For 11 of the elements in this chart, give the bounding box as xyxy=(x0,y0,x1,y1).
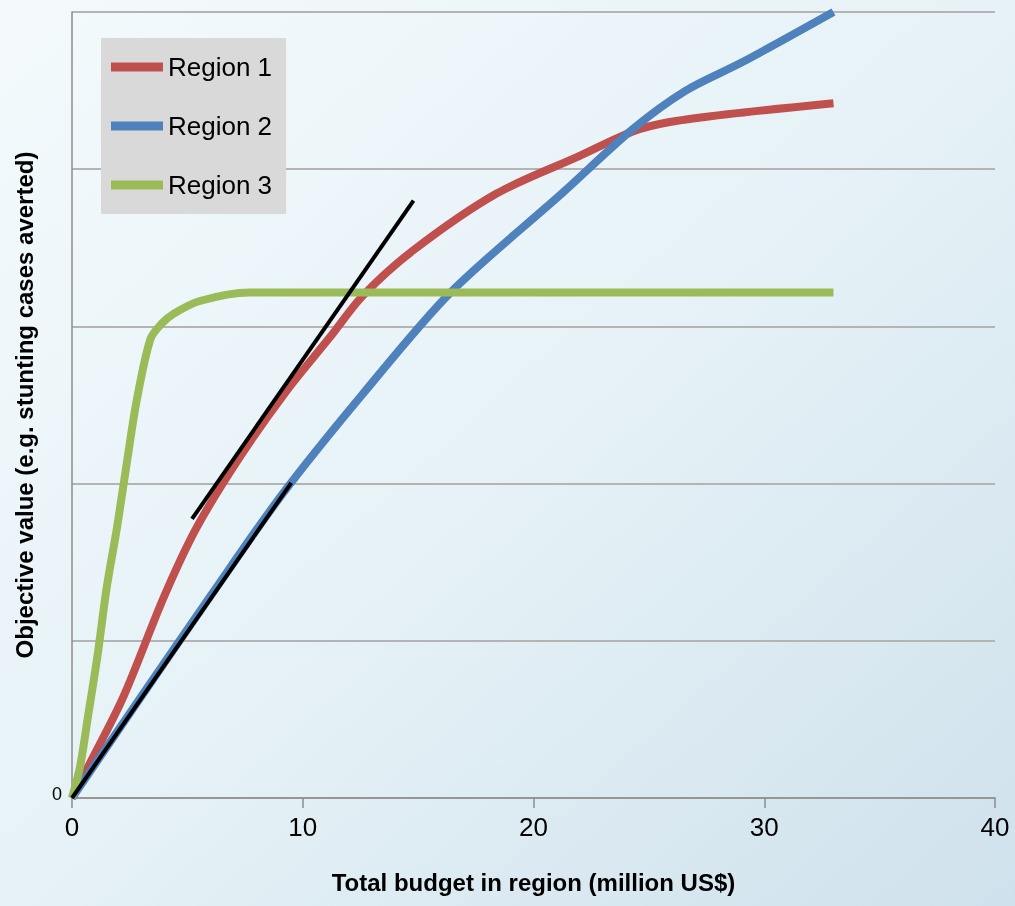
legend-label: Region 3 xyxy=(168,170,273,200)
x-tick-label: 0 xyxy=(64,812,80,842)
annotation: 0 xyxy=(51,784,62,804)
y-axis-title: Objective value (e.g. stunting cases averted) xyxy=(10,151,38,659)
x-tick-label: 30 xyxy=(749,812,779,842)
x-tick-label: 40 xyxy=(980,812,1010,842)
x-tick-label: 10 xyxy=(288,812,318,842)
legend-label: Region 1 xyxy=(168,52,273,82)
x-axis-title: Total budget in region (million US$) xyxy=(331,868,736,896)
x-tick-label: 20 xyxy=(519,812,548,842)
legend-label: Region 2 xyxy=(168,111,273,141)
